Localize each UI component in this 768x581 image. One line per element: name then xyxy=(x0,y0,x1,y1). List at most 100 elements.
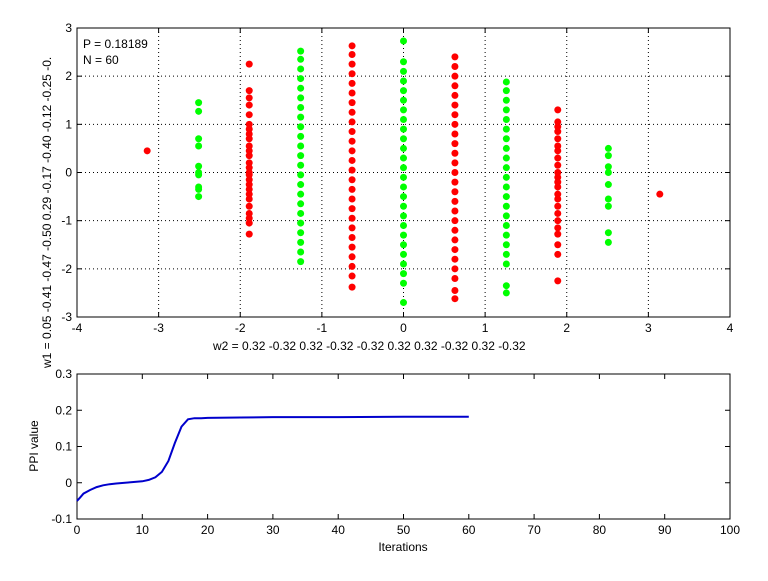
scatter-point-red xyxy=(245,120,253,128)
scatter-point-green xyxy=(400,270,407,278)
scatter-point-red xyxy=(554,142,562,150)
scatter-point-red xyxy=(245,94,253,102)
ppi-xtick-label: 70 xyxy=(527,523,541,537)
ppi-series-line xyxy=(76,415,469,502)
scatter-point-green xyxy=(604,229,612,237)
scatter-point-red xyxy=(143,147,151,155)
scatter-point-green xyxy=(604,169,612,176)
ppi-ytick-label: -0.1 xyxy=(51,512,72,526)
scatter-point-red xyxy=(245,230,253,238)
scatter-point-red xyxy=(451,265,459,273)
scatter-point-red xyxy=(245,60,253,68)
scatter-point-red xyxy=(554,147,562,155)
scatter-annotation: P = 0.18189 N = 60 xyxy=(83,36,148,68)
scatter-point-green xyxy=(604,163,612,171)
scatter-point-red xyxy=(245,101,253,109)
scatter-point-red xyxy=(451,140,459,148)
scatter-point-green xyxy=(297,123,305,131)
scatter-point-red xyxy=(245,171,253,179)
scatter-point-red xyxy=(554,178,562,186)
scatter-ytick-label: 0 xyxy=(65,166,72,180)
scatter-point-green xyxy=(297,238,305,246)
scatter-point-green xyxy=(400,116,407,124)
scatter-point-red xyxy=(451,236,459,244)
ppi-ytick-label: 0.3 xyxy=(55,367,72,381)
scatter-point-red xyxy=(348,42,356,50)
scatter-point-green xyxy=(502,289,510,297)
scatter-point-green xyxy=(502,241,510,249)
scatter-point-green xyxy=(297,55,305,63)
scatter-point-red xyxy=(451,178,459,186)
scatter-ytick-label: 3 xyxy=(65,21,72,35)
scatter-point-red xyxy=(245,185,253,193)
ppi-plot-frame xyxy=(76,373,731,520)
scatter-point-green xyxy=(502,193,510,201)
scatter-point-green xyxy=(297,161,305,169)
scatter-point-red xyxy=(554,118,562,126)
scatter-point-red xyxy=(554,135,562,143)
scatter-point-red xyxy=(451,226,459,234)
scatter-point-red xyxy=(451,169,459,176)
scatter-point-red xyxy=(554,106,562,114)
scatter-point-red xyxy=(348,272,356,280)
scatter-point-red xyxy=(554,241,562,249)
w2-weights-label: w2 = 0.32 -0.32 0.32 -0.32 -0.32 0.32 0.… xyxy=(213,339,526,353)
scatter-point-green xyxy=(195,135,203,143)
scatter-point-red xyxy=(554,169,562,176)
scatter-point-green xyxy=(502,202,510,210)
scatter-point-green xyxy=(502,78,510,86)
scatter-point-red xyxy=(451,130,459,138)
scatter-point-green xyxy=(502,164,510,172)
scatter-point-red xyxy=(451,217,459,225)
scatter-point-red xyxy=(451,120,459,128)
scatter-point-green xyxy=(297,209,305,217)
scatter-point-red xyxy=(554,277,562,285)
scatter-point-green xyxy=(400,106,407,114)
scatter-point-green xyxy=(502,154,510,162)
scatter-point-green xyxy=(502,260,510,268)
scatter-point-green xyxy=(502,144,510,152)
scatter-point-red xyxy=(348,60,356,68)
scatter-point-green xyxy=(297,75,305,83)
scatter-points xyxy=(143,37,664,307)
scatter-point-red xyxy=(245,87,253,95)
scatter-point-green xyxy=(400,37,407,45)
ppi-xtick-label: 50 xyxy=(397,523,411,537)
scatter-point-red xyxy=(451,255,459,263)
scatter-point-red xyxy=(245,147,253,155)
scatter-point-green xyxy=(502,183,510,191)
scatter-point-red xyxy=(348,156,356,164)
scatter-point-green xyxy=(297,65,305,73)
scatter-point-red xyxy=(348,253,356,261)
scatter-xtick-label: 4 xyxy=(727,321,734,335)
p-value-text: P = 0.18189 xyxy=(83,37,148,51)
x-axis-label: Iterations xyxy=(378,540,427,554)
scatter-point-red xyxy=(245,209,253,217)
scatter-xtick-label: -3 xyxy=(153,321,164,335)
scatter-point-green xyxy=(297,142,305,150)
scatter-point-green xyxy=(400,183,407,191)
scatter-point-red xyxy=(451,63,459,71)
scatter-point-red xyxy=(348,50,356,58)
scatter-point-red xyxy=(554,195,562,203)
scatter-point-green xyxy=(400,212,407,220)
scatter-point-red xyxy=(451,82,459,90)
scatter-point-green xyxy=(297,181,305,189)
scatter-point-red xyxy=(451,246,459,254)
scatter-point-green xyxy=(297,258,305,266)
scatter-point-green xyxy=(400,87,407,95)
scatter-point-green xyxy=(604,144,612,152)
scatter-point-red xyxy=(245,152,253,160)
scatter-point-green xyxy=(297,113,305,121)
scatter-point-green xyxy=(502,231,510,239)
ppi-xtick-label: 80 xyxy=(593,523,607,537)
scatter-point-green xyxy=(604,152,612,160)
scatter-point-red xyxy=(451,197,459,205)
scatter-ytick-label: 1 xyxy=(65,117,72,131)
scatter-point-red xyxy=(348,99,356,107)
ppi-xtick-label: 100 xyxy=(720,523,740,537)
scatter-point-red xyxy=(245,142,253,150)
scatter-xtick-label: -4 xyxy=(72,321,83,335)
